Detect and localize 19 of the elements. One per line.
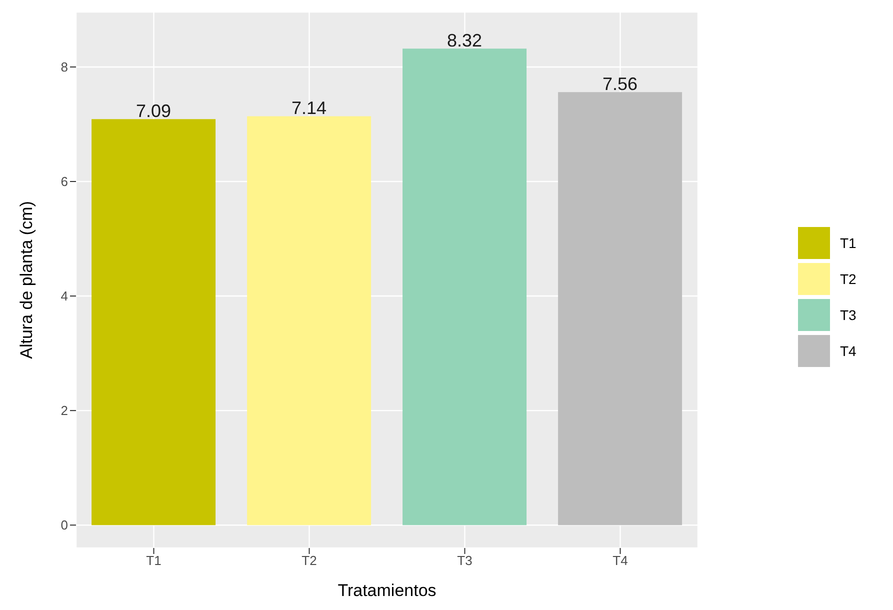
legend-label: T1 — [840, 235, 856, 251]
data-label: 8.32 — [447, 30, 482, 51]
x-tick-label: T1 — [146, 553, 162, 568]
data-label: 7.09 — [136, 101, 172, 122]
x-axis-title: Tratamientos — [338, 581, 436, 600]
legend-label: T2 — [840, 271, 856, 287]
data-label: 7.14 — [292, 98, 327, 118]
legend-label: T4 — [840, 343, 856, 359]
y-tick-label: 8 — [60, 60, 68, 75]
y-tick-label: 4 — [60, 288, 68, 304]
y-tick-label: 0 — [60, 518, 68, 533]
data-label: 7.56 — [602, 74, 638, 94]
y-tick-label: 2 — [60, 403, 68, 418]
legend-label: T3 — [840, 307, 856, 323]
x-tick-label: T3 — [457, 553, 472, 568]
x-tick-label: T2 — [302, 553, 317, 568]
y-tick-label: 6 — [60, 174, 68, 190]
x-tick-label: T4 — [612, 553, 628, 568]
y-axis-title: Altura de planta (cm) — [17, 201, 36, 359]
